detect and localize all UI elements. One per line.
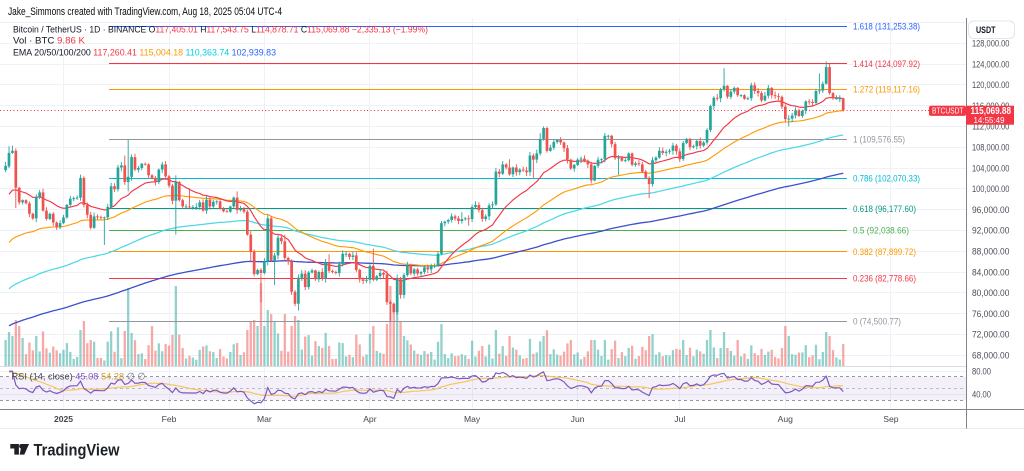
svg-text:1.618 (131,253.38): 1.618 (131,253.38) [853, 22, 920, 32]
svg-text:40.00: 40.00 [972, 390, 991, 400]
svg-text:84,000.00: 84,000.00 [972, 267, 1009, 277]
svg-text:Jul: Jul [674, 414, 685, 424]
svg-text:88,000.00: 88,000.00 [972, 247, 1009, 257]
svg-text:EMA 20/50/100/200 117,260.41: EMA 20/50/100/200 117,260.41 115,004.18 … [13, 48, 276, 59]
svg-text:Bitcoin / TetherUS · 1D · BINA: Bitcoin / TetherUS · 1D · BINANCE O117,4… [13, 24, 428, 35]
svg-text:112,000.00: 112,000.00 [972, 122, 1009, 132]
svg-text:Jun: Jun [571, 414, 585, 424]
svg-text:76,000.00: 76,000.00 [972, 309, 1009, 319]
svg-text:0.618 (96,177.60): 0.618 (96,177.60) [853, 204, 916, 214]
svg-text:128,000.00: 128,000.00 [972, 39, 1009, 49]
svg-text:1.414 (124,097.92): 1.414 (124,097.92) [853, 59, 920, 69]
svg-text:92,000.00: 92,000.00 [972, 226, 1009, 236]
svg-text:USDT: USDT [976, 25, 996, 35]
svg-text:124,000.00: 124,000.00 [972, 59, 1009, 69]
svg-text:80,000.00: 80,000.00 [972, 288, 1009, 298]
svg-text:Aug: Aug [778, 414, 794, 424]
svg-text:Feb: Feb [162, 414, 177, 424]
svg-text:Vol · BTC 9.86 K: Vol · BTC 9.86 K [13, 36, 86, 47]
svg-text:2025: 2025 [54, 414, 73, 424]
svg-text:120,000.00: 120,000.00 [972, 80, 1009, 90]
svg-text:0 (74,500.77): 0 (74,500.77) [853, 317, 901, 327]
svg-text:0.382 (87,899.72): 0.382 (87,899.72) [853, 247, 916, 257]
svg-text:104,000.00: 104,000.00 [972, 163, 1009, 173]
svg-text:0.236 (82,778.66): 0.236 (82,778.66) [853, 274, 916, 284]
svg-text:BTCUSDT: BTCUSDT [932, 106, 964, 115]
svg-text:RSI (14, close) 45.08 54.28 ∅: RSI (14, close) 45.08 54.28 ∅ ∅ [12, 371, 146, 382]
svg-text:96,000.00: 96,000.00 [972, 205, 1009, 215]
svg-text:Apr: Apr [363, 414, 377, 424]
svg-text:Jake_Simmons created with Trad: Jake_Simmons created with TradingView.co… [8, 6, 282, 18]
svg-text:May: May [464, 414, 481, 424]
svg-text:1 (109,576.55): 1 (109,576.55) [853, 134, 905, 144]
svg-text:14:55:49: 14:55:49 [974, 115, 1005, 125]
svg-text:72,000.00: 72,000.00 [972, 330, 1009, 340]
svg-text:Sep: Sep [883, 414, 899, 424]
svg-text:68,000.00: 68,000.00 [972, 351, 1009, 361]
svg-text:115,069.88: 115,069.88 [971, 106, 1012, 117]
svg-text:0.786 (102,070.33): 0.786 (102,070.33) [853, 173, 920, 183]
svg-text:1.272 (119,117.16): 1.272 (119,117.16) [853, 85, 920, 95]
svg-text:108,000.00: 108,000.00 [972, 143, 1009, 153]
svg-text:Mar: Mar [257, 414, 272, 424]
svg-text:80.00: 80.00 [972, 366, 991, 376]
svg-text:0.5 (92,038.66): 0.5 (92,038.66) [853, 226, 909, 236]
svg-text:100,000.00: 100,000.00 [972, 184, 1009, 194]
svg-text:TradingView: TradingView [34, 441, 120, 459]
